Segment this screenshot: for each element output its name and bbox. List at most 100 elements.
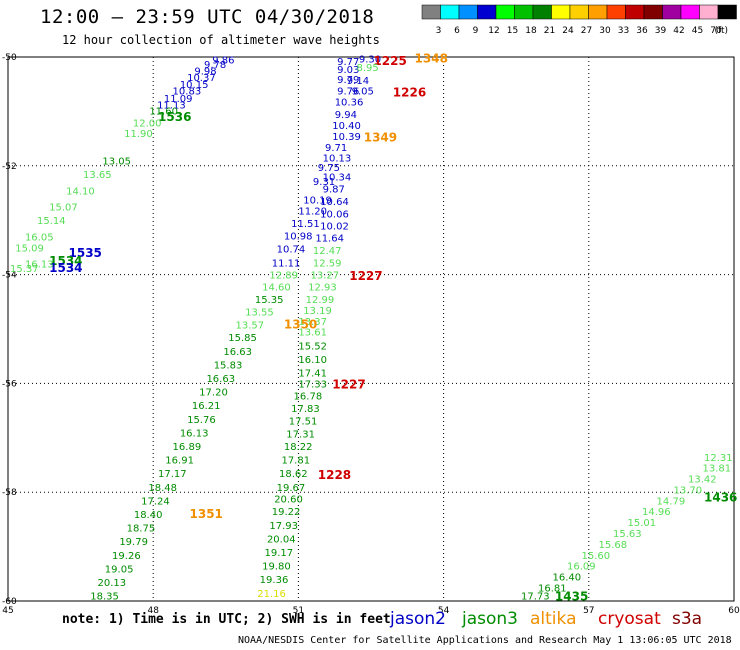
pass-time-label: 1350 bbox=[284, 318, 317, 332]
wave-height-label: 12.31 bbox=[704, 453, 733, 464]
wave-height-label: 15.35 bbox=[255, 295, 284, 306]
wave-height-label: 17.31 bbox=[286, 429, 315, 440]
x-tick-label: 45 bbox=[2, 606, 13, 616]
wave-height-label: 16.40 bbox=[553, 573, 582, 584]
legend-tick-label: 18 bbox=[525, 26, 537, 36]
legend-tick-label: 42 bbox=[673, 26, 684, 36]
wave-height-label: 11.11 bbox=[272, 259, 301, 270]
x-tick-label: 51 bbox=[293, 606, 304, 616]
wave-height-label: 9.87 bbox=[323, 185, 345, 196]
legend-tick-label: 70 bbox=[710, 26, 722, 36]
wave-height-label: 12.89 bbox=[269, 271, 298, 282]
legend-tick-label: 27 bbox=[581, 26, 592, 36]
wave-height-label: 15.83 bbox=[214, 360, 243, 371]
wave-height-label: 18.48 bbox=[148, 483, 177, 494]
wave-height-label: 9.79 bbox=[337, 75, 359, 86]
wave-height-label: 13.19 bbox=[303, 306, 332, 317]
wave-height-label: 15.85 bbox=[228, 333, 257, 344]
wave-height-label: 17.41 bbox=[298, 369, 327, 380]
wave-height-label: 12.47 bbox=[313, 246, 342, 257]
y-tick-label: -50 bbox=[2, 53, 17, 63]
wave-height-label: 10.37 bbox=[187, 73, 216, 84]
pass-time-label: 1535 bbox=[69, 246, 102, 260]
pass-time-label: 1227 bbox=[332, 377, 365, 391]
x-tick-label: 54 bbox=[438, 606, 450, 616]
wave-height-label: 18.62 bbox=[279, 469, 308, 480]
wave-height-label: 17.93 bbox=[269, 521, 298, 532]
wave-height-label: 20.04 bbox=[267, 534, 296, 545]
wave-height-label: 20.13 bbox=[98, 578, 127, 589]
wave-height-label: 11.60 bbox=[149, 106, 178, 117]
wave-height-label: 9.76 bbox=[337, 87, 359, 98]
wave-height-label: 14.79 bbox=[657, 496, 686, 507]
y-tick-label: -52 bbox=[2, 162, 17, 172]
wave-height-label: 10.74 bbox=[277, 244, 306, 255]
wave-height-label: 9.98 bbox=[194, 67, 216, 78]
page-subtitle: 12 hour collection of altimeter wave hei… bbox=[62, 33, 380, 47]
wave-height-label: 11.13 bbox=[157, 100, 186, 111]
pass-time-label: 1534 bbox=[49, 254, 82, 268]
wave-height-label: 13.61 bbox=[298, 328, 327, 339]
wave-height-label: 10.39 bbox=[332, 132, 361, 143]
wave-height-label: 18.40 bbox=[134, 510, 163, 521]
pass-time-label: 1227 bbox=[349, 269, 382, 283]
wave-height-label: 16.91 bbox=[165, 456, 194, 467]
wave-height-label: 16.13 bbox=[25, 260, 54, 271]
wave-height-label: 19.67 bbox=[277, 483, 306, 494]
legend-jason2: jason2 bbox=[390, 609, 446, 629]
wave-height-label: 9.71 bbox=[325, 143, 347, 154]
legend-tick-label: 36 bbox=[636, 26, 648, 36]
wave-height-label: 18.22 bbox=[284, 442, 313, 453]
wave-height-label: 10.36 bbox=[335, 98, 364, 109]
wave-height-label: 16.09 bbox=[567, 562, 596, 573]
wave-height-label: 15.14 bbox=[37, 216, 66, 227]
wave-height-label: 15.60 bbox=[582, 551, 611, 562]
wave-height-label: 13.70 bbox=[674, 485, 703, 496]
wave-height-label: 9.94 bbox=[335, 110, 357, 121]
y-tick-label: -60 bbox=[2, 597, 17, 607]
wave-height-label: 17.73 bbox=[521, 592, 550, 603]
wave-height-label: 11.20 bbox=[298, 206, 327, 217]
legend-tick-label: 21 bbox=[544, 26, 555, 36]
legend-s3a: s3a bbox=[672, 609, 703, 629]
legend-tick-label: 9 bbox=[473, 26, 479, 36]
wave-height-label: 19.79 bbox=[119, 537, 148, 548]
wave-height-label: 9.14 bbox=[347, 76, 369, 87]
pass-time-label: 1351 bbox=[190, 507, 223, 521]
wave-height-label: 11.51 bbox=[291, 219, 320, 230]
wave-height-label: 12.99 bbox=[306, 295, 335, 306]
wave-height-label: 16.10 bbox=[298, 355, 327, 366]
y-tick-label: -54 bbox=[2, 271, 17, 281]
wave-height-label: 16.63 bbox=[223, 347, 252, 358]
pass-time-label: 1534 bbox=[49, 261, 82, 275]
wave-height-label: 16.05 bbox=[25, 233, 54, 244]
x-tick-label: 60 bbox=[728, 606, 740, 616]
wave-height-label: 21.16 bbox=[257, 589, 286, 600]
wave-height-label: 16.13 bbox=[180, 428, 209, 439]
wave-height-label: 17.20 bbox=[199, 388, 228, 399]
wave-height-label: 11.90 bbox=[124, 129, 153, 140]
legend-tick-label: 24 bbox=[562, 26, 574, 36]
wave-height-label: 14.60 bbox=[262, 283, 291, 294]
wave-height-label: 13.81 bbox=[703, 464, 732, 475]
wave-height-label: 18.35 bbox=[90, 592, 119, 603]
wave-height-label: 16.21 bbox=[192, 401, 221, 412]
legend-tick-label: 15 bbox=[507, 26, 518, 36]
wave-height-label: 11.64 bbox=[315, 234, 344, 245]
wave-height-label: 15.68 bbox=[598, 540, 627, 551]
y-tick-label: -58 bbox=[2, 488, 17, 498]
legend-tick-label: 30 bbox=[599, 26, 611, 36]
wave-height-label: 13.57 bbox=[235, 321, 264, 332]
x-tick-label: 57 bbox=[583, 606, 594, 616]
wave-height-label: 9.75 bbox=[318, 163, 340, 174]
wave-height-label: 10.19 bbox=[303, 196, 332, 207]
wave-height-label: 15.63 bbox=[613, 529, 642, 540]
legend-jason3: jason3 bbox=[462, 609, 518, 629]
wave-height-label: 17.24 bbox=[141, 496, 170, 507]
wave-height-label: 12.93 bbox=[308, 283, 337, 294]
wave-height-label: 16.89 bbox=[173, 442, 202, 453]
wave-height-label: 16.63 bbox=[206, 374, 235, 385]
wave-height-label: 19.22 bbox=[272, 507, 301, 518]
wave-height-label: 9.05 bbox=[352, 87, 374, 98]
legend-tick-label: 12 bbox=[488, 26, 499, 36]
